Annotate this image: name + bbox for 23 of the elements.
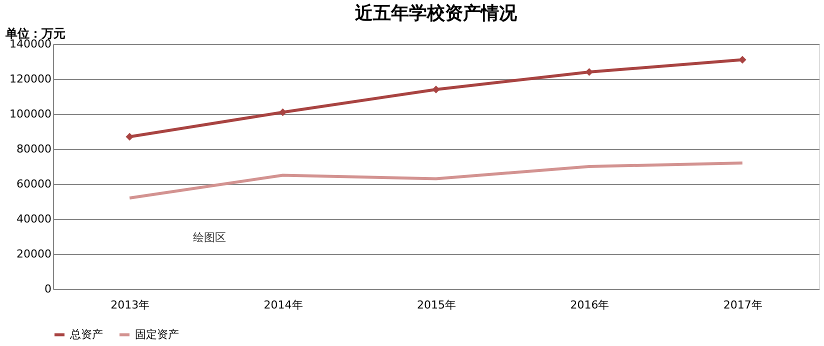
x-tick-label: 2017年: [723, 298, 762, 312]
x-tick-label: 2015年: [417, 298, 456, 312]
x-tick-label: 2014年: [264, 298, 303, 312]
y-tick-label: 40000: [16, 212, 52, 226]
y-tick-label: 60000: [16, 178, 52, 190]
legend-label: 固定资产: [135, 328, 179, 341]
y-axis-title: 单位：万元: [4, 26, 66, 40]
line-series: [128, 162, 744, 200]
y-tick-label: 120000: [10, 72, 52, 86]
y-tick-label: 0: [44, 282, 52, 296]
annotation: 绘图区: [193, 231, 226, 244]
chart-title: 近五年学校资产情况: [354, 3, 518, 24]
point: [738, 56, 746, 64]
y-tick-label: 140000: [10, 38, 52, 50]
legend-label: 总资产: [69, 328, 103, 341]
x-tick-label: 2013年: [110, 298, 150, 312]
y-tick-label: 80000: [16, 142, 52, 156]
x-tick-label: 2016年: [570, 298, 610, 312]
y-tick-label: 100000: [10, 108, 52, 120]
point: [432, 86, 440, 94]
point: [278, 108, 287, 116]
point: [126, 132, 134, 141]
y-tick-label: 20000: [16, 248, 52, 260]
